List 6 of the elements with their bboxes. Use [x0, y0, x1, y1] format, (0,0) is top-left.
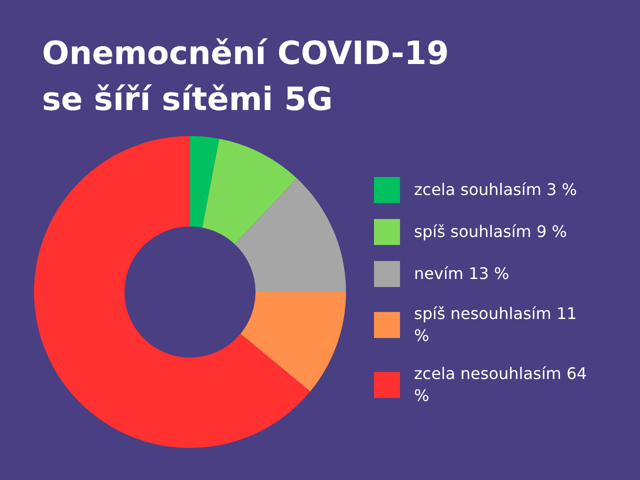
- legend-label: zcela souhlasím 3 %: [414, 179, 578, 201]
- legend-label: spíš nesouhlasím 11 %: [414, 303, 578, 347]
- legend-label: spíš souhlasím 9 %: [414, 221, 568, 243]
- chart-title: Onemocnění COVID-19 se šíří sítěmi 5G: [41, 33, 450, 120]
- legend-label: nevím 13 %: [414, 263, 510, 285]
- legend-label: zcela nesouhlasím 64 %: [414, 363, 588, 407]
